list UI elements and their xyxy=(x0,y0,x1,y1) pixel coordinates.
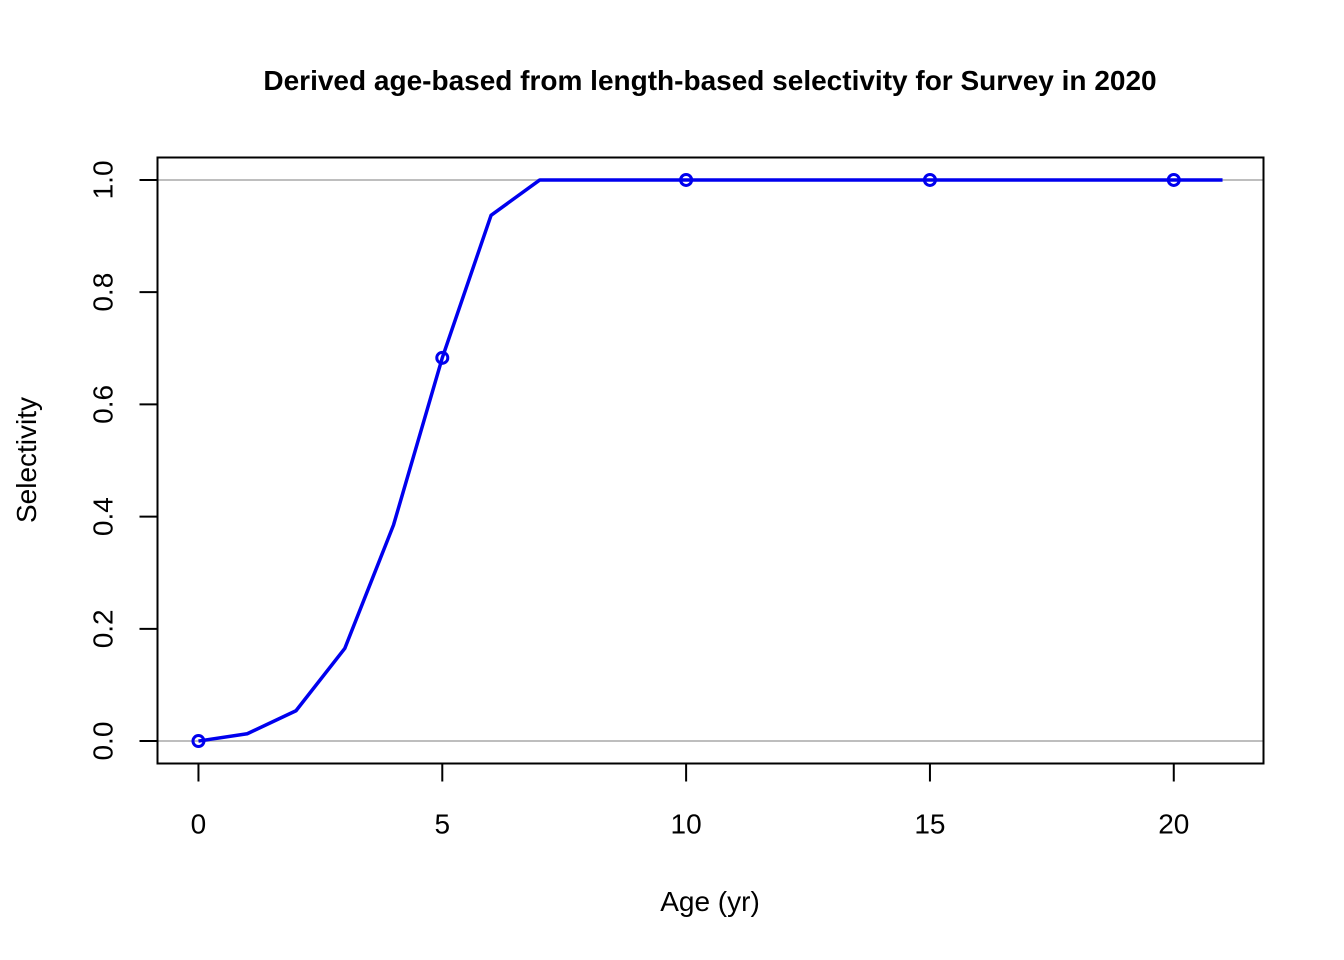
data-point-marker xyxy=(1166,172,1181,187)
y-axis-label: Selectivity xyxy=(11,397,42,523)
x-tick-label: 15 xyxy=(914,809,945,840)
y-tick-label: 0.0 xyxy=(88,722,119,761)
x-tick-label: 5 xyxy=(435,809,451,840)
chart-title: Derived age-based from length-based sele… xyxy=(263,65,1156,96)
y-axis: 0.0 0.2 0.4 0.6 0.8 1.0 xyxy=(88,160,159,761)
y-tick-label: 0.6 xyxy=(88,385,119,424)
x-axis-label: Age (yr) xyxy=(660,886,760,917)
plot-frame xyxy=(156,156,1265,765)
x-tick-label: 20 xyxy=(1158,809,1189,840)
data-point-marker xyxy=(922,172,937,187)
y-tick-label: 0.8 xyxy=(88,273,119,312)
series-line-0 xyxy=(198,178,1223,743)
series-line-group xyxy=(191,172,1223,749)
y-tick-label: 0.4 xyxy=(88,497,119,536)
x-tick-label: 0 xyxy=(191,809,207,840)
x-axis: 0 5 10 15 20 xyxy=(191,762,1189,840)
y-tick-label: 1.0 xyxy=(88,160,119,199)
y-tick-label: 0.2 xyxy=(88,609,119,648)
x-tick-label: 10 xyxy=(671,809,702,840)
data-point-marker xyxy=(679,172,694,187)
data-point-marker xyxy=(435,350,450,365)
data-point-marker xyxy=(191,734,206,749)
reference-lines xyxy=(157,178,1264,743)
